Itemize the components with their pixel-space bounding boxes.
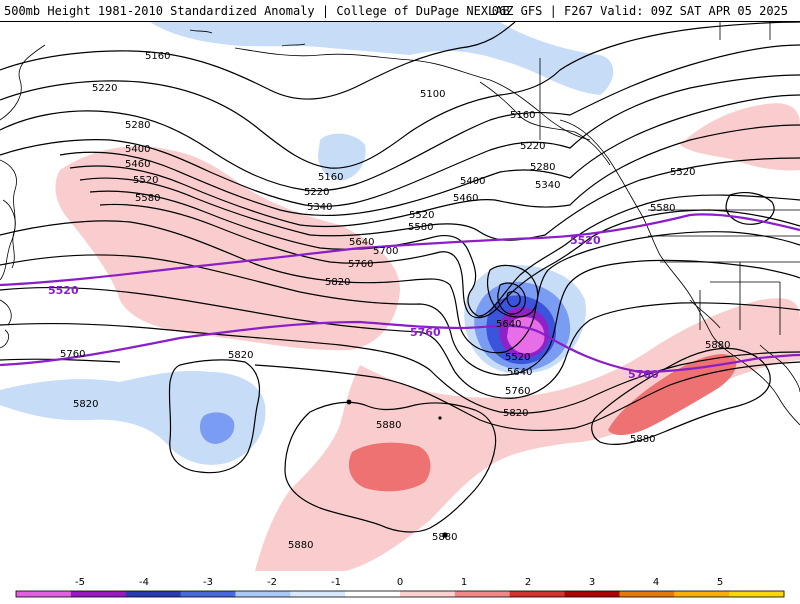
contour-label: 5460: [453, 193, 478, 204]
colorbar-swatch: [70, 591, 127, 597]
positive-anomaly-northeast: [680, 103, 800, 171]
negative-anomaly-central-pac-core: [200, 412, 235, 444]
colorbar-tick-label: 5: [717, 577, 723, 588]
reference-label: 5520: [570, 234, 601, 247]
contour-label: 5640: [507, 367, 532, 378]
contour-label: 5880: [288, 540, 313, 551]
contour-label: 5580: [650, 203, 675, 214]
colorbar-tick-label: -5: [75, 577, 85, 588]
contour-label: 5220: [92, 83, 117, 94]
anomaly-shading: [0, 22, 800, 571]
contour-labels: 5160 5220 5280 5400 5460 5520 5580 5220 …: [60, 51, 730, 551]
colorbar-tick-label: 1: [461, 577, 467, 588]
contour-label: 5880: [376, 420, 401, 431]
contour-label: 5700: [373, 246, 398, 257]
contour-label: 5280: [530, 162, 555, 173]
contour-label: 5880: [432, 532, 457, 543]
contour-label: 5160: [145, 51, 170, 62]
contour-label: 5220: [520, 141, 545, 152]
negative-anomaly-north: [150, 22, 614, 95]
reference-label: 5760: [410, 326, 441, 339]
contour-label: 5520: [133, 175, 158, 186]
colorbar-swatch: [454, 591, 511, 597]
contour-label: 5340: [535, 180, 560, 191]
model-run-info: 06Z GFS | F267 Valid: 09Z SAT APR 05 202…: [491, 4, 788, 18]
colorbar-swatch: [290, 591, 346, 597]
colorbar-swatch: [400, 591, 456, 597]
colorbar-swatches: [16, 591, 785, 597]
title-bar: 500mb Height 1981-2010 Standardized Anom…: [0, 0, 800, 22]
weather-map: 5520 5760 5520 5760 5160 5220 5280 5400 …: [0, 22, 800, 571]
contour-label: 5460: [125, 159, 150, 170]
contour-label: 5820: [73, 399, 98, 410]
colorbar-tick-label: -4: [139, 577, 149, 588]
contour-label: 5820: [503, 408, 528, 419]
contour-label: 5280: [125, 120, 150, 131]
contour-label: 5880: [705, 340, 730, 351]
colorbar-swatch: [674, 591, 730, 597]
colorbar-tick-label: -1: [331, 577, 341, 588]
positive-anomaly-south: [255, 298, 800, 571]
contour-label: 5100: [420, 89, 445, 100]
contour-label: 5400: [125, 144, 150, 155]
contour-label: 5520: [505, 352, 530, 363]
colorbar-swatch: [619, 591, 675, 597]
contour-label: 5820: [325, 277, 350, 288]
negative-anomaly-central-pac: [0, 370, 266, 465]
contour-label: 5160: [510, 110, 535, 121]
contour-label: 5520: [670, 167, 695, 178]
positive-anomaly-wpac: [55, 146, 400, 351]
colorbar-swatch: [125, 591, 182, 597]
contour-label: 5640: [496, 319, 521, 330]
contour-label: 5760: [60, 349, 85, 360]
colorbar-tick-label: 0: [397, 577, 403, 588]
colorbar-swatch: [16, 591, 72, 597]
colorbar-outline: [15, 590, 785, 598]
positive-anomaly-south-core: [348, 442, 431, 492]
contour-label: 5640: [349, 237, 374, 248]
contour-label: 5400: [460, 176, 485, 187]
contour-label: 5760: [505, 386, 530, 397]
colorbar-tick-label: 2: [525, 577, 531, 588]
contour-label: 5340: [307, 202, 332, 213]
colorbar-swatch: [345, 591, 401, 597]
contour-label: 5220: [304, 187, 329, 198]
map-title: 500mb Height 1981-2010 Standardized Anom…: [4, 4, 510, 18]
colorbar-tick-labels: -5 -4 -3 -2 -1 0 1 2 3 4 5: [75, 577, 723, 588]
reference-line-5760: [0, 320, 800, 374]
contour-label: 5880: [630, 434, 655, 445]
colorbar: -5 -4 -3 -2 -1 0 1 2 3 4 5: [0, 571, 800, 600]
contour-label: 5580: [408, 222, 433, 233]
colorbar-graphic: -5 -4 -3 -2 -1 0 1 2 3 4 5: [15, 577, 785, 598]
colorbar-swatch: [235, 591, 291, 597]
reference-contour-labels: 5520 5760 5520 5760: [48, 234, 659, 381]
contour-label: 5760: [348, 259, 373, 270]
colorbar-tick-label: -3: [203, 577, 213, 588]
colorbar-swatch: [180, 591, 236, 597]
contour-label: 5520: [409, 210, 434, 221]
contour-label: 5820: [228, 350, 253, 361]
colorbar-tick-label: -2: [267, 577, 277, 588]
colorbar-tick-label: 3: [589, 577, 595, 588]
reference-label: 5760: [628, 368, 659, 381]
colorbar-swatch: [564, 591, 620, 597]
reference-contours: [0, 213, 800, 374]
colorbar-swatch: [729, 591, 785, 597]
reference-line-5520: [0, 213, 800, 287]
reference-label: 5520: [48, 284, 79, 297]
contour-label: 5580: [135, 193, 160, 204]
contour-label: 5160: [318, 172, 343, 183]
colorbar-swatch: [509, 591, 566, 597]
colorbar-tick-label: 4: [653, 577, 659, 588]
